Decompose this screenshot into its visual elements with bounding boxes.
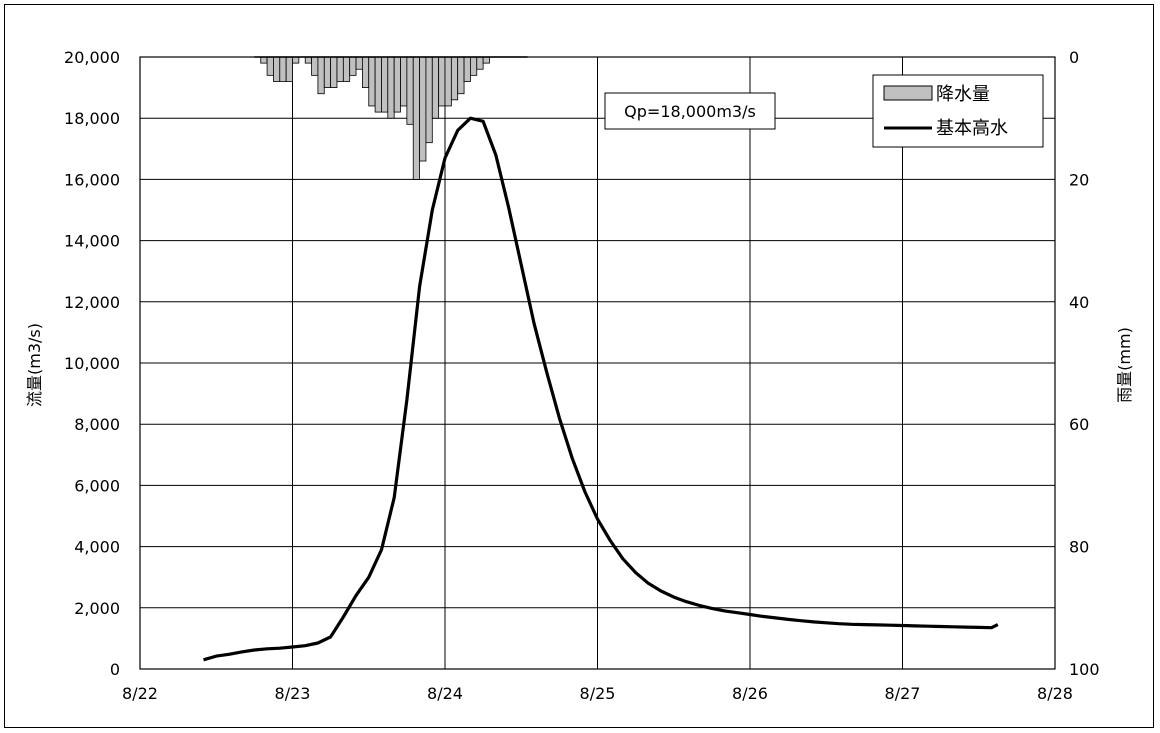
y-left-axis-title: 流量(m3/s) — [25, 323, 44, 407]
rainfall-bar — [279, 56, 287, 82]
plot-border — [139, 56, 1056, 670]
rainfall-bar — [450, 56, 459, 101]
y-left-tick-label: 20,000 — [64, 48, 120, 67]
x-tick-label: 8/26 — [732, 684, 768, 703]
y-left-tick-labels: 0 2,000 4,000 6,000 8,000 10,000 12,000 14,000 1… — [64, 48, 120, 679]
rainfall-bar — [355, 56, 363, 70]
rainfall-bar — [323, 56, 332, 89]
rainfall-bars — [253, 56, 529, 180]
rainfall-bar — [273, 56, 281, 82]
rainfall-bar — [349, 56, 357, 76]
rainfall-bar — [336, 56, 344, 82]
rainfall-bar — [419, 56, 427, 162]
rainfall-bar — [361, 56, 370, 89]
rainfall-bar — [330, 56, 338, 89]
x-tick-label: 8/22 — [122, 684, 158, 703]
annotation-box — [604, 92, 776, 130]
peak-annotation: Qp=18,000m3/s — [604, 92, 776, 130]
y-left-tick-label: 4,000 — [74, 538, 120, 557]
rainfall-bar — [457, 56, 465, 95]
legend: 降水量 基本高水 — [872, 74, 1044, 148]
rainfall-bar — [438, 56, 446, 107]
axes — [139, 56, 1056, 670]
grid-lines — [139, 56, 1056, 670]
rainfall-bar — [368, 56, 376, 107]
x-tick-label: 8/27 — [885, 684, 921, 703]
x-tick-label: 8/24 — [427, 684, 463, 703]
y-left-tick-label: 6,000 — [74, 476, 120, 495]
y-right-axis-title: 雨量(mm) — [1115, 327, 1134, 403]
discharge-line — [203, 116, 999, 662]
rainfall-bar — [387, 56, 395, 119]
rainfall-bar — [381, 56, 389, 113]
rainfall-bar — [260, 56, 268, 64]
rainfall-bar — [400, 56, 408, 107]
y-left-tick-label: 12,000 — [64, 293, 120, 312]
rainfall-bar — [317, 56, 325, 95]
rainfall-bar — [476, 56, 484, 70]
rainfall-bar — [266, 56, 274, 76]
y-right-tick-label: 100 — [1069, 660, 1100, 679]
y-right-tick-label: 20 — [1069, 170, 1089, 189]
rainfall-bar — [304, 56, 312, 64]
y-right-tick-label: 60 — [1069, 415, 1089, 434]
rainfall-bar — [374, 56, 382, 113]
y-left-tick-label: 16,000 — [64, 170, 120, 189]
x-tick-label: 8/28 — [1037, 684, 1073, 703]
y-left-tick-label: 2,000 — [74, 599, 120, 618]
rainfall-bar — [292, 56, 300, 64]
y-right-tick-label: 80 — [1069, 538, 1089, 557]
rainfall-bar — [482, 56, 490, 64]
rainfall-bar — [431, 56, 440, 119]
rainfall-bar — [470, 56, 478, 76]
legend-swatch-rainfall — [883, 85, 933, 101]
x-tick-label: 8/23 — [275, 684, 311, 703]
rainfall-bar — [406, 56, 414, 125]
x-tick-label: 8/25 — [580, 684, 616, 703]
y-left-tick-label: 10,000 — [64, 354, 120, 373]
discharge-line-group — [203, 116, 999, 662]
y-right-tick-label: 40 — [1069, 293, 1089, 312]
y-right-tick-labels: 100 80 60 40 20 0 — [1069, 48, 1100, 679]
legend-label-discharge: 基本高水 — [936, 118, 1008, 139]
annotation-text: Qp=18,000m3/s — [624, 102, 756, 121]
y-left-tick-label: 8,000 — [74, 415, 120, 434]
x-tick-labels: 8/22 8/23 8/24 8/25 8/26 8/27 8/28 — [122, 684, 1073, 703]
y-left-tick-label: 14,000 — [64, 232, 120, 251]
y-left-tick-label: 0 — [110, 660, 120, 679]
rainfall-bar — [285, 56, 293, 82]
rainfall-bar — [463, 56, 471, 82]
rainfall-bar — [311, 56, 319, 76]
rainfall-bar — [425, 56, 433, 144]
rainfall-bar — [393, 56, 401, 113]
legend-label-rainfall: 降水量 — [936, 84, 990, 105]
y-right-tick-label: 0 — [1069, 48, 1079, 67]
rainfall-bar — [342, 56, 351, 82]
y-left-tick-label: 18,000 — [64, 109, 120, 128]
rainfall-bar — [412, 56, 420, 180]
rainfall-bar — [444, 56, 452, 107]
